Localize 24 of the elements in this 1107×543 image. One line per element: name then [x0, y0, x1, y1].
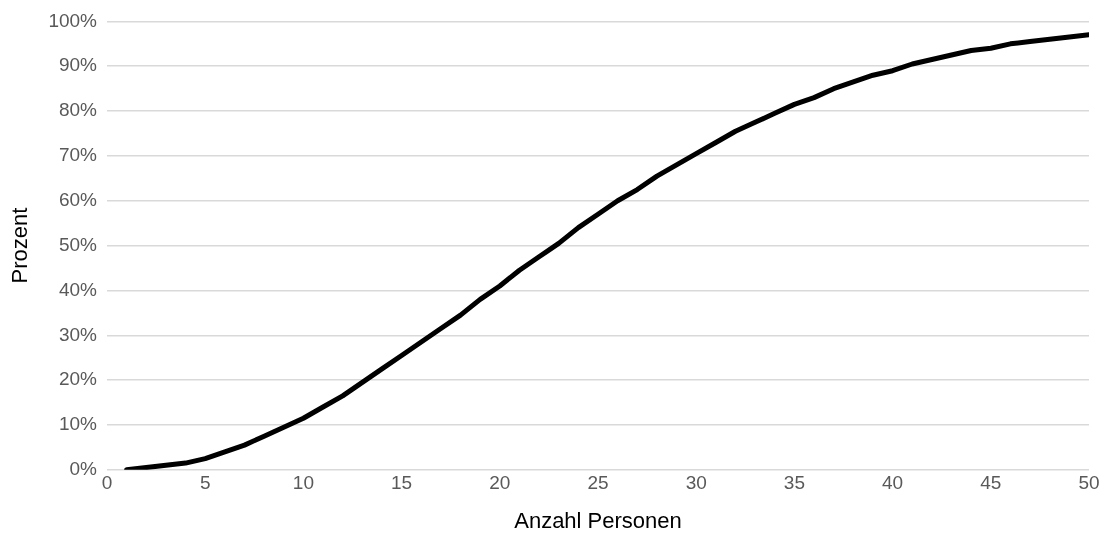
y-tick-label: 100% — [48, 9, 98, 31]
y-tick-label: 0% — [69, 458, 98, 480]
x-tick-label: 15 — [391, 472, 413, 494]
y-tick-label: 90% — [58, 54, 98, 76]
y-tick-label: 60% — [58, 188, 98, 210]
x-tick-label: 0 — [101, 472, 113, 494]
x-tick-label: 20 — [489, 472, 511, 494]
x-axis-title: Anzahl Personen — [514, 507, 682, 533]
x-tick-label: 35 — [783, 472, 805, 494]
x-tick-label: 40 — [882, 472, 904, 494]
y-tick-label: 70% — [58, 144, 98, 166]
y-tick-label: 30% — [58, 323, 98, 345]
x-tick-label: 50 — [1078, 472, 1100, 494]
y-tick-label: 40% — [58, 278, 98, 300]
x-tick-label: 5 — [199, 472, 211, 494]
y-tick-label: 50% — [58, 233, 98, 255]
y-tick-label: 20% — [58, 368, 98, 390]
y-axis-title: Prozent — [7, 207, 33, 284]
y-tick-label: 80% — [58, 99, 98, 121]
x-tick-label: 25 — [587, 472, 609, 494]
y-tick-label: 10% — [58, 413, 98, 435]
x-tick-label: 45 — [980, 472, 1002, 494]
x-tick-label: 10 — [292, 472, 314, 494]
x-tick-label: 30 — [685, 472, 707, 494]
